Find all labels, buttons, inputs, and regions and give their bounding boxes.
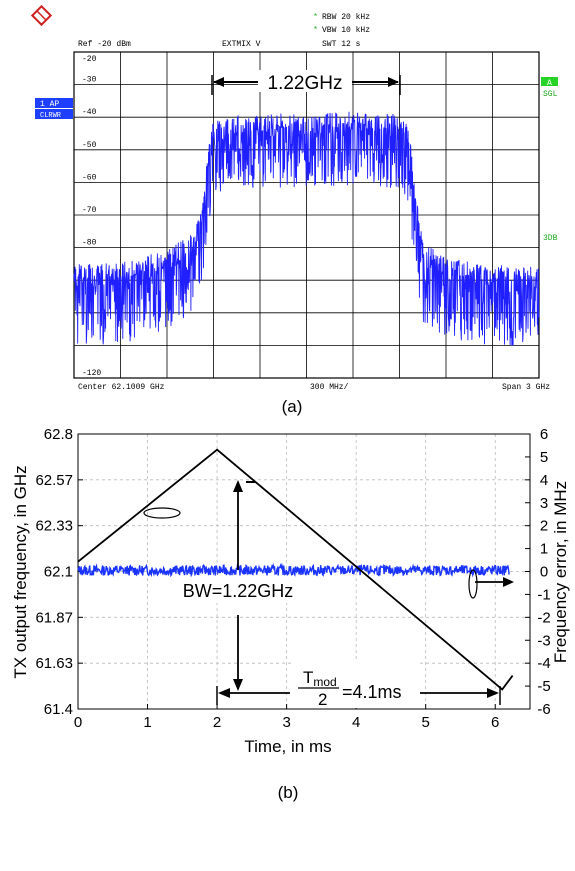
tmod-horizontal-arrow bbox=[216, 660, 501, 708]
rbw-readout: RBW 20 kHz bbox=[322, 13, 370, 22]
y-tick-label: 61.4 bbox=[44, 701, 73, 718]
right-axis-arrow bbox=[475, 577, 514, 587]
y-tick-label: 61.63 bbox=[35, 655, 73, 672]
bw-label: BW=1.22GHz bbox=[183, 581, 294, 601]
x-tick-label: 6 bbox=[491, 714, 499, 731]
spectrum-y-tick-label: -70 bbox=[82, 206, 97, 215]
y2-tick-label: 5 bbox=[540, 449, 548, 466]
sweep-badge-a bbox=[541, 77, 558, 86]
y2-tick-label: -3 bbox=[537, 632, 550, 649]
y-tick-label: 62.1 bbox=[44, 564, 73, 581]
ref-level-readout: Ref -20 dBm bbox=[78, 40, 131, 49]
x-tick-label: 2 bbox=[213, 714, 221, 731]
x-tick-label: 4 bbox=[352, 714, 360, 731]
division-readout: 300 MHz/ bbox=[310, 383, 349, 392]
bandwidth-arrow-a bbox=[211, 70, 401, 95]
left-axis-series-indicator bbox=[143, 507, 181, 519]
x-tick-label: 3 bbox=[282, 714, 290, 731]
x-tick-label: 0 bbox=[74, 714, 82, 731]
spectrum-trace bbox=[73, 111, 540, 346]
y2-tick-label: -6 bbox=[537, 701, 550, 718]
spectrum-y-tick-label: -60 bbox=[82, 173, 97, 182]
tmod-value: =4.1ms bbox=[342, 682, 402, 702]
swt-readout: SWT 12 s bbox=[322, 40, 361, 49]
bw-label-backdrop bbox=[160, 577, 316, 603]
spectrum-y-tick-labels: -20 -30 -40 -50 -60 -70 -80 -120 bbox=[82, 55, 101, 378]
tmod-numerator: Tmod bbox=[303, 668, 337, 689]
sweep-badge-sgl: SGL bbox=[543, 90, 558, 99]
y2-tick-label: 1 bbox=[540, 541, 548, 558]
y2-tick-label: 3 bbox=[540, 495, 548, 512]
y2-tick-label: 2 bbox=[540, 518, 548, 535]
spectrum-y-tick-label: -80 bbox=[82, 239, 97, 248]
y-tick-label: 62.57 bbox=[35, 472, 73, 489]
spectrum-y-tick-label: -50 bbox=[82, 141, 97, 150]
mixer-readout: EXTMIX V bbox=[222, 40, 261, 49]
spectrum-y-tick-label: -20 bbox=[82, 55, 97, 64]
y-axis-label-right: Frequency error, in MHz bbox=[551, 481, 570, 663]
spectrum-panel: RBW 20 kHz VBW 10 kHz SWT 12 s * * Ref -… bbox=[30, 4, 558, 416]
y2-tick-label: -4 bbox=[537, 655, 550, 672]
y2-tick-label: -1 bbox=[537, 586, 550, 603]
right-axis-series-indicator bbox=[468, 569, 478, 599]
y-tick-label: 61.87 bbox=[35, 609, 73, 626]
star-marker-rbw: * bbox=[314, 12, 317, 21]
x-tick-label: 1 bbox=[143, 714, 151, 731]
chirp-ticks: 0 1 2 3 4 5 6 62.8 62.57 62.33 62.1 61.87 61.63 61.4 6… bbox=[35, 426, 550, 731]
y2-tick-label: -2 bbox=[537, 609, 550, 626]
spectrum-trace-line bbox=[73, 111, 540, 346]
sweep-badge-a-text: A bbox=[547, 79, 552, 88]
y-tick-label: 62.8 bbox=[44, 426, 73, 443]
star-marker-vbw: * bbox=[314, 25, 317, 34]
vbw-readout: VBW 10 kHz bbox=[322, 26, 370, 35]
y-tick-label: 62.33 bbox=[35, 518, 73, 535]
panel-label-b: (b) bbox=[278, 783, 299, 802]
y2-tick-label: 0 bbox=[540, 564, 548, 581]
tmod-denominator: 2 bbox=[318, 690, 327, 709]
chirp-panel: 0 1 2 3 4 5 6 62.8 62.57 62.33 62.1 61.87 61.63 61.4 6… bbox=[11, 426, 570, 802]
trace-badge-clrwr-text: CLRWR bbox=[40, 112, 62, 120]
spectrum-y-tick-label: -40 bbox=[82, 108, 97, 117]
tx-frequency-ramp bbox=[77, 448, 514, 691]
x-tick-label: 5 bbox=[422, 714, 430, 731]
span-readout: Span 3 GHz bbox=[502, 383, 550, 392]
y-axis-label-left: TX output frequency, in GHz bbox=[11, 465, 30, 678]
y2-tick-label: 4 bbox=[540, 472, 548, 489]
tmod-subscript: mod bbox=[313, 675, 336, 689]
x-axis-label: Time, in ms bbox=[244, 737, 331, 756]
spectrum-y-tick-label: -30 bbox=[82, 76, 97, 85]
frequency-error-trace bbox=[77, 562, 510, 578]
trace-badge-ap-text: 1 AP bbox=[40, 100, 59, 109]
bandwidth-label-a: 1.22GHz bbox=[268, 73, 343, 94]
panel-label-a: (a) bbox=[282, 397, 303, 416]
trace-badge-clrwr bbox=[35, 109, 73, 119]
rohde-schwarz-logo bbox=[30, 4, 53, 27]
y2-tick-label: 6 bbox=[540, 426, 548, 443]
bw-vertical-arrow bbox=[233, 480, 255, 691]
spectrum-grid bbox=[74, 52, 539, 378]
y2-tick-label: -5 bbox=[537, 678, 550, 695]
trace-badge-ap bbox=[35, 98, 73, 108]
center-frequency-readout: Center 62.1009 GHz bbox=[78, 383, 165, 392]
tmod-symbol: T bbox=[303, 668, 313, 687]
sweep-badge-3db: 3DB bbox=[543, 234, 558, 243]
chirp-series bbox=[77, 448, 514, 691]
spectrum-y-tick-label: -120 bbox=[82, 369, 101, 378]
